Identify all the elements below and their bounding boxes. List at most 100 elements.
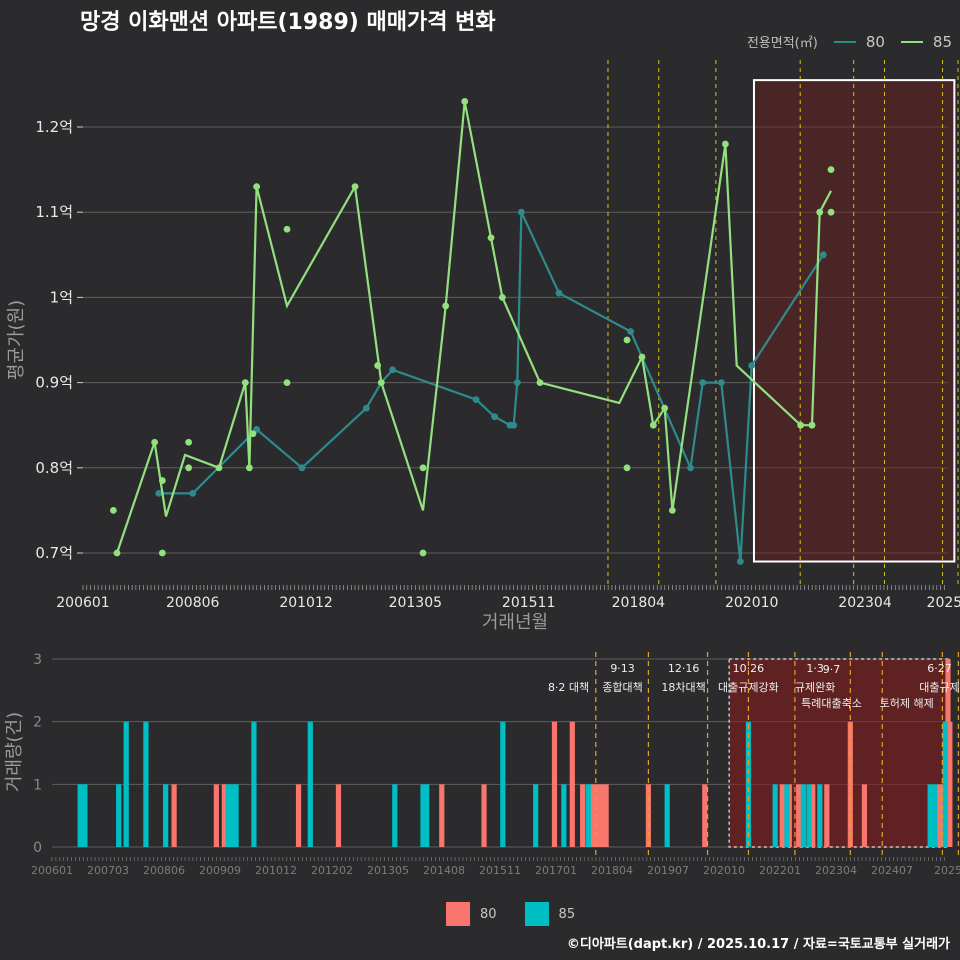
bar-80 (594, 784, 600, 847)
bar-85 (225, 784, 231, 847)
bar-x-tick-label: 201408 (423, 864, 465, 877)
bar-x-tick-label: 202010 (703, 864, 745, 877)
policy-annotation: 10·26 (733, 662, 765, 675)
bar-80 (947, 721, 953, 847)
bar-85 (233, 784, 239, 847)
x-tick-label: 202010 (725, 595, 778, 611)
bar-x-tick-label: 2025 (934, 864, 960, 877)
data-point-80 (517, 208, 525, 216)
series-line-80 (158, 211, 825, 562)
data-point-85 (816, 208, 824, 216)
bar-85 (420, 784, 426, 847)
data-point-85 (374, 362, 382, 369)
bar-x-tick-label: 201202 (311, 864, 353, 877)
bar-80 (569, 721, 575, 847)
bar-x-tick-label: 202201 (759, 864, 801, 877)
bar-85 (82, 784, 88, 847)
bar-80 (589, 784, 595, 847)
data-point-80 (513, 379, 521, 386)
data-point-85 (113, 549, 121, 557)
bar-highlight-region (728, 658, 949, 848)
bar-80 (171, 784, 177, 847)
y-tick-label: 0.7억 (35, 544, 73, 562)
bar-85 (664, 784, 670, 847)
data-point-85 (151, 438, 159, 446)
policy-annotation: 대출규제 (919, 681, 959, 694)
legend-bottom-label-80: 80 (480, 906, 497, 922)
data-point-80 (389, 366, 397, 374)
data-point-85 (827, 166, 835, 174)
data-point-85 (722, 140, 729, 148)
bar-y-tick-label: 3 (33, 652, 42, 668)
policy-annotation: 1·3 (806, 662, 824, 675)
bar-85 (745, 721, 752, 847)
legend-box-80 (446, 902, 470, 926)
data-point-80 (491, 413, 499, 421)
bar-80 (295, 784, 302, 847)
data-point-85 (158, 549, 166, 557)
data-point-80 (627, 328, 635, 335)
bar-x-tick-label: 202304 (815, 864, 857, 877)
data-point-85 (283, 379, 291, 386)
data-point-80 (362, 404, 370, 412)
legend-top-title: 전용면적(㎡) (746, 36, 818, 51)
bar-y-tick-label: 0 (33, 840, 42, 856)
bar-x-tick-label: 201804 (591, 864, 633, 877)
policy-annotation: 종합대책 (602, 681, 642, 694)
bar-85 (77, 784, 83, 847)
bar-85 (424, 784, 430, 847)
bar-80 (796, 784, 802, 847)
policy-annotation: 9·13 (610, 662, 635, 675)
data-point-85 (827, 208, 835, 216)
y-tick-label: 0.8억 (35, 459, 73, 477)
x-axis-title: 거래년월 (482, 612, 548, 633)
bar-85 (942, 721, 948, 847)
bar-85 (800, 784, 806, 847)
data-point-85 (649, 421, 657, 429)
data-point-80 (699, 379, 707, 386)
bar-x-tick-label: 200909 (199, 864, 241, 877)
policy-annotation: 8·2 대책 (548, 681, 589, 694)
bar-85 (116, 784, 122, 847)
bar-85 (784, 784, 790, 847)
x-tick-label: 201511 (502, 595, 555, 611)
bar-x-tick-label: 201701 (535, 864, 577, 877)
bar-85 (163, 784, 169, 847)
x-tick-label: 200601 (56, 595, 109, 611)
policy-annotation: 6·27 (927, 662, 952, 675)
data-point-85 (109, 507, 117, 514)
bar-85 (307, 721, 313, 847)
data-point-85 (249, 430, 257, 438)
bar-80 (936, 784, 943, 847)
x-tick-label: 201305 (389, 595, 442, 611)
chart-title: 망경 이화맨션 아파트(1989) 매매가격 변화 (80, 10, 496, 35)
x-tick-label: 201804 (612, 595, 666, 611)
bar-x-tick-label: 201511 (479, 864, 521, 877)
bar-85 (772, 784, 778, 847)
data-point-85 (461, 98, 469, 105)
data-point-85 (377, 379, 385, 386)
data-point-85 (623, 464, 631, 472)
policy-annotation: 규제완화 (795, 681, 835, 694)
bar-85 (392, 784, 398, 847)
bar-85 (251, 721, 257, 847)
bar-80 (810, 784, 816, 847)
bar-85 (123, 721, 129, 847)
data-point-85 (419, 464, 427, 472)
y-axis-title: 평균가(원) (6, 300, 27, 380)
bar-85 (932, 784, 938, 847)
bar-80 (847, 721, 853, 847)
legend-swatch-80 (833, 40, 856, 43)
data-point-85 (185, 464, 193, 472)
bar-85 (229, 784, 235, 847)
data-point-85 (536, 379, 544, 386)
bar-80 (580, 784, 586, 847)
data-point-85 (623, 336, 631, 344)
bar-80 (702, 784, 708, 847)
data-point-80 (155, 489, 163, 497)
policy-annotation: 12·16 (668, 662, 700, 675)
bar-80 (213, 784, 219, 847)
data-point-85 (498, 294, 506, 301)
legend-bottom: 80 85 (446, 902, 575, 926)
bar-80 (824, 784, 830, 847)
